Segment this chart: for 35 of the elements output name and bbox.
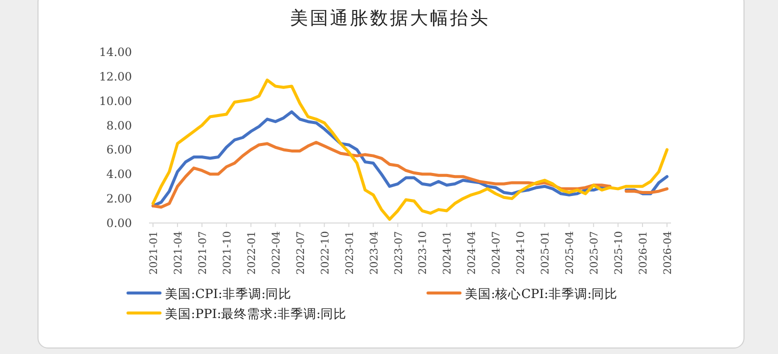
x-tick-label: 2021-01	[148, 231, 160, 275]
x-tick-label: 2022-01	[246, 231, 258, 275]
x-tick-label: 2026-01	[638, 231, 650, 275]
x-tick-label: 2025-01	[540, 231, 552, 275]
legend-label: 美国:PPI:最终需求:非季调:同比	[165, 306, 347, 321]
y-tick-label: 8.00	[106, 118, 132, 132]
x-tick-label: 2024-07	[490, 231, 503, 275]
y-tick-label: 12.00	[99, 69, 132, 84]
x-tick-label: 2023-10	[417, 231, 430, 275]
x-tick-label: 2021-10	[221, 231, 234, 275]
y-tick-label: 6.00	[106, 142, 132, 157]
x-tick-label: 2022-07	[294, 231, 307, 275]
y-tick-label: 14.00	[99, 45, 132, 59]
x-tick-label: 2021-07	[196, 231, 209, 275]
y-tick-label: 4.00	[106, 167, 132, 182]
x-tick-label: 2025-07	[588, 231, 601, 275]
x-tick-label: 2023-07	[392, 231, 405, 275]
x-tick-label: 2022-10	[319, 231, 332, 275]
y-tick-label: 0.00	[106, 216, 132, 230]
x-tick-label: 2024-04	[466, 230, 478, 275]
x-tick-label: 2024-01	[442, 231, 454, 275]
x-tick-label: 2022-04	[270, 230, 282, 275]
x-tick-label: 2023-04	[368, 230, 380, 275]
x-tick-label: 2026-04	[662, 230, 674, 275]
legend-label: 美国:核心CPI:非季调:同比	[465, 286, 618, 301]
legend-label: 美国:CPI:非季调:同比	[165, 286, 292, 301]
y-tick-label: 2.00	[106, 192, 132, 206]
x-tick-label: 2025-10	[613, 231, 626, 275]
chart-title: 美国通胀数据大幅抬头	[290, 8, 490, 29]
x-tick-label: 2025-04	[564, 230, 576, 275]
x-tick-label: 2021-04	[172, 230, 184, 275]
x-tick-label: 2024-10	[515, 231, 528, 275]
line-series	[152, 78, 668, 221]
x-tick-label: 2023-01	[344, 231, 356, 275]
y-tick-label: 10.00	[99, 94, 132, 108]
